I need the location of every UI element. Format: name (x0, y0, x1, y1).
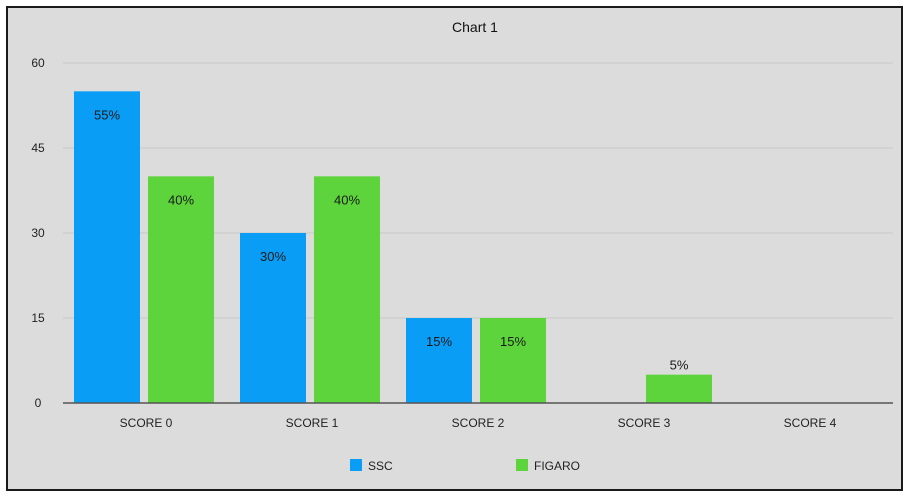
data-label: 30% (260, 249, 286, 264)
data-label: 40% (334, 192, 360, 207)
data-label: 15% (426, 334, 452, 349)
y-tick-label: 45 (31, 141, 45, 155)
data-label: 55% (94, 107, 120, 122)
data-labels: 55% 40% 30% 40% 15% 15% 5% (94, 107, 689, 372)
x-tick-label: SCORE 0 (120, 416, 173, 430)
chart-title: Chart 1 (452, 19, 498, 35)
y-tick-label: 60 (31, 56, 45, 70)
x-tick-label: SCORE 3 (618, 416, 671, 430)
legend-swatch-ssc (350, 459, 362, 471)
bar-figaro-score-0 (148, 176, 214, 403)
bar-figaro-score-3 (646, 374, 712, 403)
data-label: 40% (168, 192, 194, 207)
y-tick-label: 0 (35, 396, 42, 410)
bar-figaro-score-2 (480, 318, 546, 403)
y-tick-label: 15 (31, 311, 45, 325)
bar-figaro-score-1 (314, 176, 380, 403)
bar-ssc-score-2 (406, 318, 472, 403)
y-axis-ticks: 0 15 30 45 60 (31, 56, 45, 410)
data-label: 5% (670, 358, 689, 373)
data-label: 15% (500, 334, 526, 349)
bar-chart: Chart 1 0 15 30 45 60 55% 40% 30% 40% 15% 15% 5% S… (31, 19, 893, 473)
chart-frame: Chart 1 0 15 30 45 60 55% 40% 30% 40% 15% 15% 5% S… (6, 6, 903, 491)
x-tick-label: SCORE 1 (286, 416, 339, 430)
legend-swatch-figaro (516, 459, 528, 471)
y-tick-label: 30 (31, 226, 45, 240)
x-tick-label: SCORE 4 (784, 416, 837, 430)
x-tick-label: SCORE 2 (452, 416, 505, 430)
legend: SSC FIGARO (350, 459, 580, 473)
bars (74, 91, 712, 403)
bar-ssc-score-1 (240, 233, 306, 403)
legend-label-figaro: FIGARO (534, 459, 580, 473)
bar-ssc-score-0 (74, 91, 140, 403)
x-axis-ticks: SCORE 0 SCORE 1 SCORE 2 SCORE 3 SCORE 4 (120, 416, 837, 430)
legend-label-ssc: SSC (368, 459, 393, 473)
